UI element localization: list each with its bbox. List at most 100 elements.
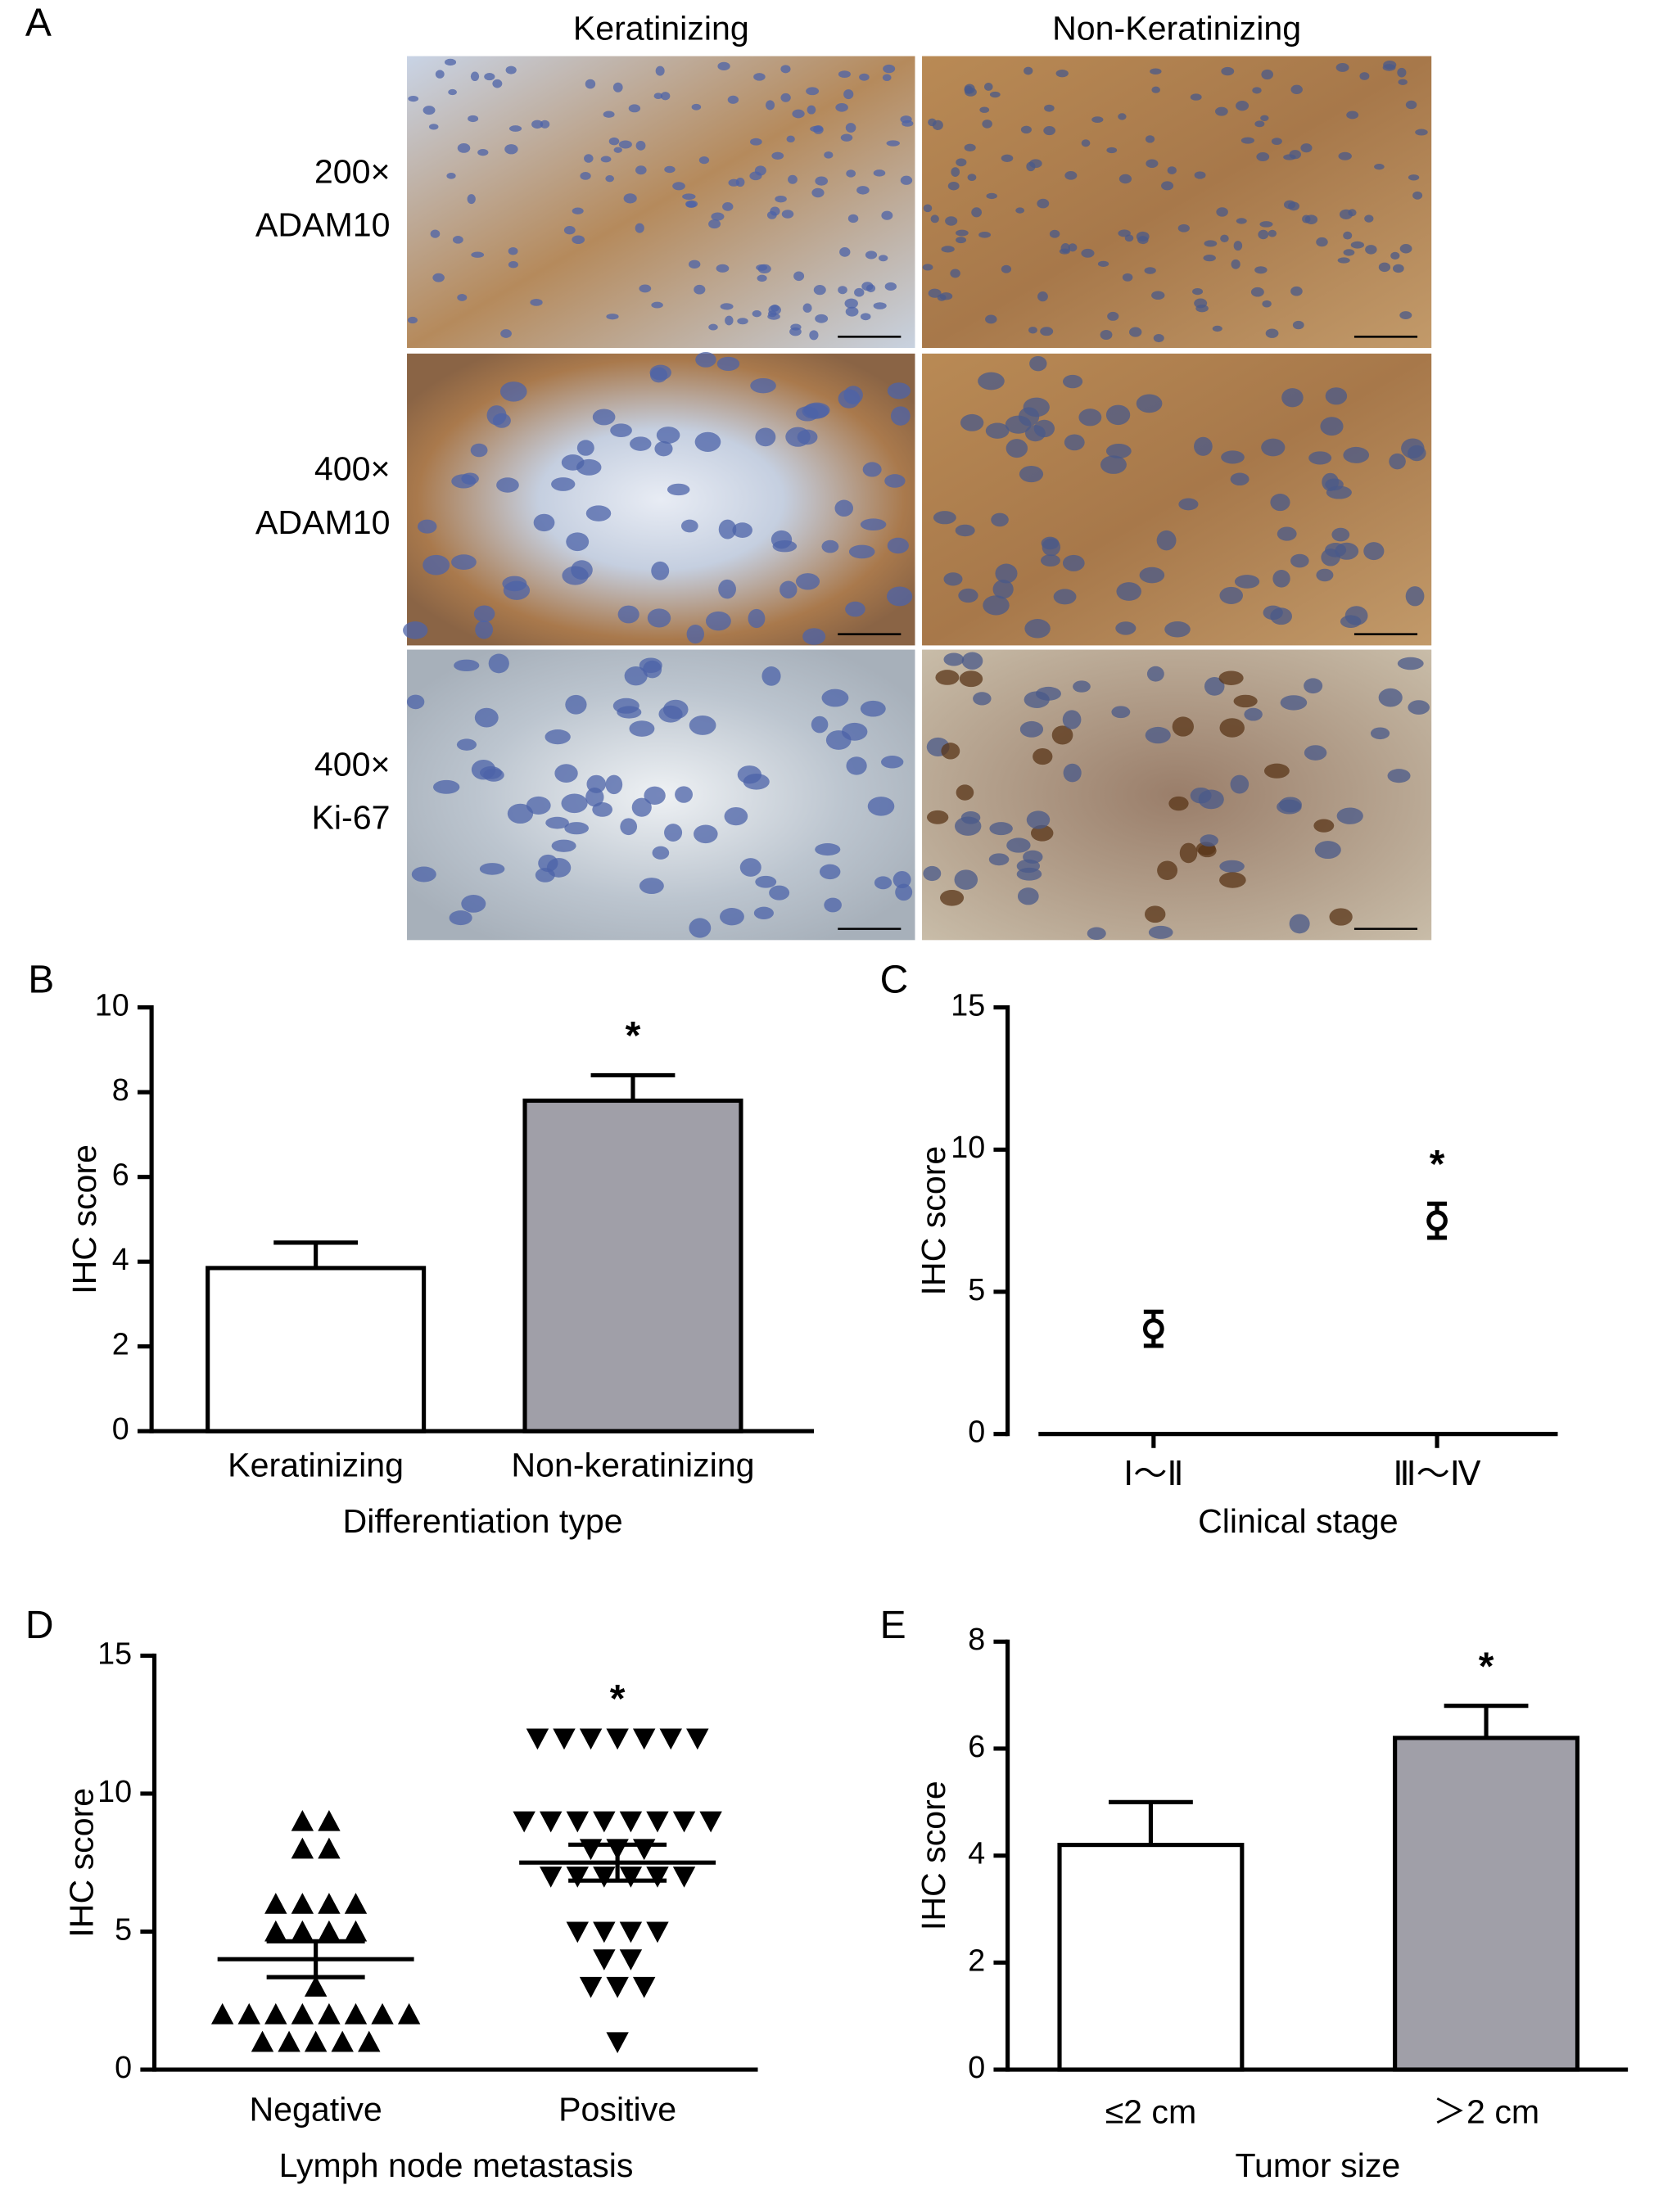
nucleus	[624, 666, 648, 686]
nucleus	[959, 670, 983, 688]
nucleus	[768, 305, 781, 315]
nucleus	[753, 73, 766, 81]
nucleus	[1087, 927, 1106, 940]
panel-label: E	[880, 1604, 906, 1647]
nucleus	[1178, 498, 1199, 511]
nucleus	[926, 810, 949, 824]
nucleus	[1308, 451, 1332, 465]
y-axis-title: IHC score	[63, 1788, 101, 1938]
nucleus	[1105, 404, 1131, 426]
nucleus	[748, 608, 766, 629]
nucleus	[1378, 262, 1391, 273]
nucleus	[1204, 240, 1218, 247]
nucleus	[1338, 151, 1352, 160]
nucleus	[667, 483, 690, 496]
nucleus	[1073, 680, 1091, 693]
data-point	[264, 1893, 287, 1914]
nucleus	[964, 84, 975, 94]
nucleus	[1219, 718, 1245, 738]
nucleus	[1397, 67, 1407, 78]
nucleus	[652, 846, 670, 860]
data-point	[264, 2002, 287, 2025]
nucleus	[988, 853, 1010, 866]
nucleus	[893, 870, 911, 889]
nucleus	[566, 532, 590, 552]
nucleus	[840, 133, 853, 142]
nucleus	[985, 314, 997, 324]
nucleus	[1337, 257, 1350, 264]
nucleus	[1037, 291, 1048, 302]
nucleus	[620, 818, 638, 836]
nucleus	[584, 154, 594, 163]
nucleus	[1097, 260, 1109, 267]
nucleus	[811, 716, 829, 734]
y-tick-label: 0	[968, 1415, 985, 1449]
nucleus	[654, 440, 673, 457]
nucleus	[1359, 72, 1370, 80]
nucleus	[647, 608, 671, 628]
column-header: Keratinizing	[573, 10, 749, 47]
nucleus	[1064, 434, 1085, 451]
nucleus	[1277, 526, 1297, 541]
nucleus	[932, 120, 943, 130]
nucleus	[1221, 66, 1235, 76]
nucleus	[1005, 415, 1032, 434]
nucleus	[769, 885, 790, 901]
nucleus	[1024, 66, 1033, 75]
nucleus	[895, 883, 913, 901]
nucleus	[900, 115, 912, 124]
nucleus	[753, 906, 774, 919]
y-tick-label: 15	[951, 988, 985, 1022]
nucleus	[846, 756, 867, 775]
nucleus	[1259, 221, 1273, 228]
nucleus	[492, 79, 503, 88]
nucleus	[1161, 181, 1174, 191]
nucleus	[802, 628, 826, 645]
nucleus	[1167, 166, 1177, 174]
data-point	[579, 1728, 603, 1750]
y-tick-label: 15	[97, 1636, 132, 1670]
nucleus	[922, 264, 933, 271]
nucleus	[1399, 311, 1412, 319]
data-point	[291, 1837, 314, 1859]
nucleus	[821, 539, 839, 553]
x-axis-title: Differentiation type	[343, 1502, 623, 1540]
y-tick-label: 10	[97, 1774, 132, 1808]
nucleus	[1062, 710, 1082, 729]
data-point	[304, 1975, 328, 1997]
nucleus	[775, 195, 787, 203]
nucleus	[1270, 494, 1290, 512]
nucleus	[1215, 106, 1228, 116]
nucleus	[1350, 241, 1365, 249]
nucleus	[444, 58, 457, 66]
nucleus	[1156, 530, 1177, 551]
nucleus	[1051, 725, 1073, 745]
nucleus	[1020, 125, 1032, 134]
nucleus	[1346, 111, 1359, 120]
nucleus	[446, 173, 456, 179]
nucleus	[1336, 807, 1363, 824]
nucleus	[672, 182, 685, 191]
nucleus	[1265, 328, 1279, 338]
nucleus	[1343, 249, 1355, 256]
nucleus	[785, 427, 811, 447]
nucleus	[1005, 439, 1028, 458]
nucleus	[1263, 763, 1290, 779]
nucleus	[854, 287, 865, 297]
nucleus	[930, 214, 939, 223]
y-tick-label: 0	[112, 1411, 129, 1446]
nucleus	[1151, 86, 1160, 93]
nucleus	[819, 864, 841, 880]
nucleus	[1254, 266, 1268, 274]
nucleus	[1107, 311, 1119, 321]
data-point	[579, 1839, 603, 1861]
data-point	[251, 2030, 274, 2052]
nucleus	[821, 688, 849, 707]
y-tick-label: 4	[968, 1836, 985, 1871]
nucleus	[732, 522, 752, 539]
nucleus	[610, 423, 632, 438]
nucleus	[1290, 84, 1303, 95]
nucleus	[585, 788, 604, 807]
nucleus	[718, 519, 737, 539]
nucleus	[718, 579, 736, 599]
